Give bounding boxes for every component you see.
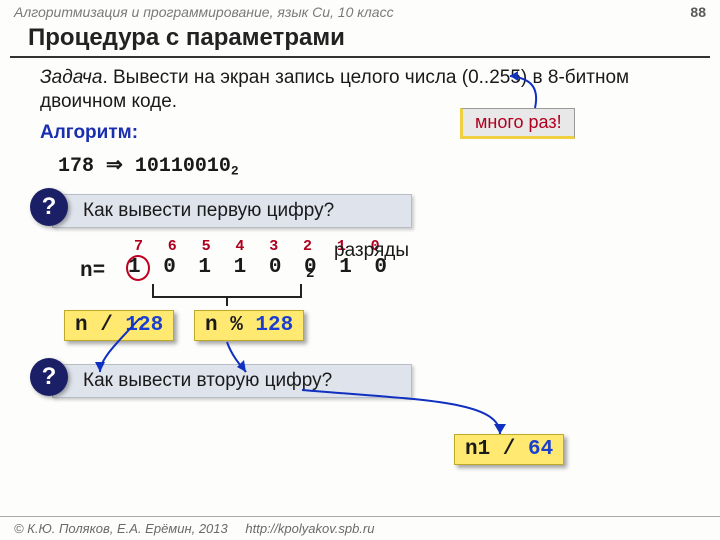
question-1-text: Как вывести первую цифру?	[52, 194, 412, 228]
bracket-tick	[226, 298, 228, 306]
course-label: Алгоритмизация и программирование, язык …	[14, 4, 394, 20]
title-rule	[10, 56, 710, 58]
chip-div: n / 128	[64, 310, 174, 341]
bits-base: 2	[306, 266, 314, 282]
chip-mod-b: 128	[255, 314, 293, 337]
chip-mod-a: n %	[205, 314, 255, 337]
chip-mod: n % 128	[194, 310, 304, 341]
bits-n-label: n=	[80, 260, 105, 283]
task-body: . Вывести на экран запись целого числа (…	[40, 67, 629, 112]
chip-n1-b: 64	[528, 438, 553, 461]
chip-n1-a: n1 /	[465, 438, 528, 461]
page-number: 88	[690, 4, 706, 20]
footer: © К.Ю. Поляков, Е.А. Ерёмин, 2013 http:/…	[0, 516, 720, 540]
question-1: ? Как вывести первую цифру?	[52, 194, 412, 228]
bits-caption: разряды	[334, 240, 409, 262]
callout-many-times: много раз!	[460, 108, 575, 139]
question-icon: ?	[30, 188, 68, 226]
footer-url: http://kpolyakov.spb.ru	[245, 521, 374, 536]
conv-src: 178	[58, 155, 94, 178]
ring-highlight	[126, 255, 150, 281]
question-icon: ?	[30, 358, 68, 396]
page-title: Процедура с параметрами	[0, 22, 720, 56]
conversion-line: 178 ⇒ 101100102	[0, 148, 720, 186]
bracket-icon	[152, 284, 302, 298]
task-label: Задача	[40, 67, 102, 88]
chip-div-a: n /	[75, 314, 125, 337]
conv-base: 2	[231, 163, 239, 178]
task-text: Задача. Вывести на экран запись целого ч…	[0, 64, 720, 114]
algorithm-label: Алгоритм:	[0, 114, 720, 148]
chips-row: n / 128 n % 128	[74, 310, 720, 350]
footer-copy: © К.Ю. Поляков, Е.А. Ерёмин, 2013	[14, 521, 228, 536]
question-2: ? Как вывести вторую цифру?	[52, 364, 412, 398]
bits-diagram: n= 7 6 5 4 3 2 1 0 1 0 1 1 0 0 1 0 2 раз…	[80, 238, 720, 308]
conv-bin: 10110010	[135, 155, 231, 178]
question-2-text: Как вывести вторую цифру?	[52, 364, 412, 398]
chip-div-b: 128	[125, 314, 163, 337]
chip-n1: n1 / 64	[454, 434, 564, 465]
arrow-icon: ⇒	[106, 154, 123, 176]
